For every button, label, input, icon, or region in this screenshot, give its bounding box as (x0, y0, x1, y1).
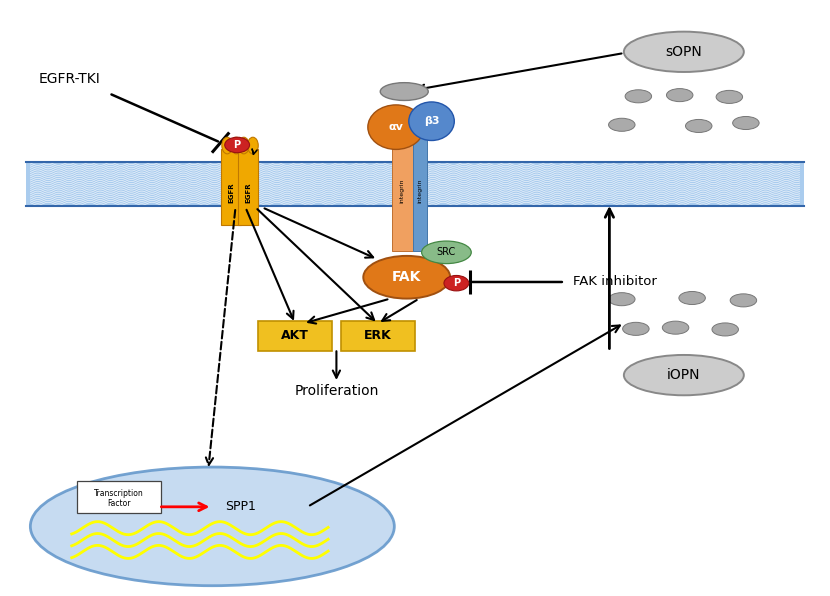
Ellipse shape (625, 90, 652, 103)
Text: EGFR-TKI: EGFR-TKI (39, 72, 100, 85)
FancyBboxPatch shape (258, 321, 332, 351)
Ellipse shape (368, 105, 424, 150)
Text: iOPN: iOPN (667, 368, 701, 382)
Text: FAK: FAK (392, 270, 422, 284)
Text: P: P (233, 140, 241, 150)
Text: SPP1: SPP1 (225, 500, 256, 513)
Text: ERK: ERK (364, 330, 392, 343)
Text: integrin: integrin (417, 179, 422, 203)
Ellipse shape (238, 137, 249, 154)
Ellipse shape (662, 321, 689, 334)
Text: integrin: integrin (399, 179, 404, 203)
Ellipse shape (730, 294, 757, 307)
Ellipse shape (231, 137, 242, 154)
Text: AKT: AKT (281, 330, 309, 343)
FancyBboxPatch shape (392, 138, 413, 250)
FancyBboxPatch shape (238, 148, 258, 225)
Text: Proliferation: Proliferation (294, 384, 378, 398)
Ellipse shape (222, 137, 232, 154)
Text: Factor: Factor (108, 499, 131, 508)
FancyBboxPatch shape (340, 321, 415, 351)
Ellipse shape (666, 89, 693, 102)
Text: FAK inhibitor: FAK inhibitor (573, 275, 657, 288)
Ellipse shape (247, 137, 258, 154)
Ellipse shape (686, 119, 712, 132)
Ellipse shape (679, 291, 706, 305)
Ellipse shape (608, 118, 635, 131)
Text: P: P (453, 278, 460, 288)
Text: SRC: SRC (437, 247, 456, 257)
Text: EGFR: EGFR (245, 182, 251, 203)
Ellipse shape (225, 137, 250, 153)
Ellipse shape (409, 102, 454, 141)
Ellipse shape (624, 355, 744, 395)
Ellipse shape (444, 275, 469, 291)
Ellipse shape (712, 323, 739, 336)
Ellipse shape (622, 322, 649, 336)
Text: sOPN: sOPN (666, 45, 702, 59)
Ellipse shape (364, 256, 450, 299)
FancyBboxPatch shape (77, 482, 161, 513)
Ellipse shape (422, 241, 471, 263)
Ellipse shape (31, 467, 394, 586)
Bar (27, 162, 803, 206)
Text: β3: β3 (424, 116, 439, 126)
FancyBboxPatch shape (413, 138, 427, 250)
Ellipse shape (380, 83, 428, 101)
Text: αv: αv (388, 122, 403, 132)
Ellipse shape (716, 91, 743, 104)
Ellipse shape (624, 32, 744, 72)
Ellipse shape (733, 116, 759, 129)
FancyBboxPatch shape (222, 148, 242, 225)
Text: EGFR: EGFR (228, 182, 234, 203)
Text: Transcription: Transcription (95, 489, 144, 498)
Ellipse shape (608, 293, 635, 306)
